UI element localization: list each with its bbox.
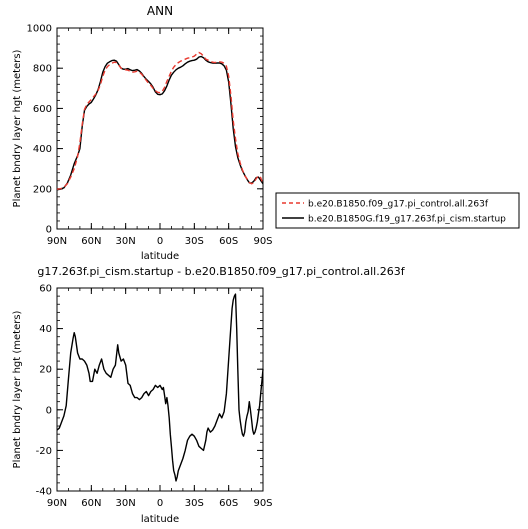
x-tick-label: 60S [219,498,238,509]
legend-label-series-1: b.e20.B1850.f09_g17.pi_control.all.263f [308,200,489,210]
y-tick-label: 800 [33,64,52,75]
x-tick-label: 30S [185,498,204,509]
top-y-axis-label: Planet bndry layer hgt (meters) [12,49,23,207]
top-x-axis-label: latitude [141,251,179,262]
x-tick-label: 0 [157,498,163,509]
y-tick-label: 20 [39,365,52,376]
bottom-x-axis-label: latitude [141,514,179,525]
y-tick-label: 0 [46,405,52,416]
y-tick-label: -20 [36,446,52,457]
top-chart-title: ANN [147,4,173,18]
bottom-y-axis-label: Planet bndry layer hgt (meters) [12,310,23,468]
top-plot-frame [56,27,264,230]
x-tick-label: 90N [47,498,67,509]
x-tick-label: 30S [185,236,204,247]
y-tick-label: 400 [33,144,52,155]
x-tick-label: 60S [219,236,238,247]
legend-label-series-2: b.e20.B1850G.f19_g17.263f.pi_cism.startu… [308,215,506,225]
y-tick-label: 1000 [27,24,52,35]
x-tick-label: 60N [81,498,101,509]
top-legend: b.e20.B1850.f09_g17.pi_control.all.263f … [275,192,520,229]
top-series-lines [56,51,264,191]
y-tick-label: 600 [33,104,52,115]
x-tick-label: 30N [116,498,136,509]
y-tick-label: -40 [36,487,52,498]
series-line-2 [56,55,264,191]
bottom-panel: g17.263f.pi_cism.startup - b.e20.B1850.f… [12,265,406,525]
x-tick-label: 60N [81,236,101,247]
top-panel: ANN 90N 60N 30N 0 30S 60S 90S 0 200 400 600 800 1000… [12,4,520,262]
y-tick-label: 60 [39,284,52,295]
legend-box [275,192,520,229]
series-line-1 [56,293,264,482]
series-line-1 [56,51,264,190]
bottom-series-lines [56,293,264,482]
x-tick-label: 90N [47,236,67,247]
y-tick-label: 0 [46,225,52,236]
x-tick-label: 90S [253,236,272,247]
top-axis-ticks: 90N 60N 30N 0 30S 60S 90S 0 200 400 600 800 1000 [27,24,273,248]
bottom-axis-ticks: 90N 60N 30N 0 30S 60S 90S -40 -20 0 20 40 60 [36,284,273,510]
y-tick-label: 200 [33,184,52,195]
y-tick-label: 40 [39,324,52,335]
x-tick-label: 90S [253,498,272,509]
x-tick-label: 30N [116,236,136,247]
x-tick-label: 0 [157,236,163,247]
bottom-chart-title: g17.263f.pi_cism.startup - b.e20.B1850.f… [37,265,405,278]
